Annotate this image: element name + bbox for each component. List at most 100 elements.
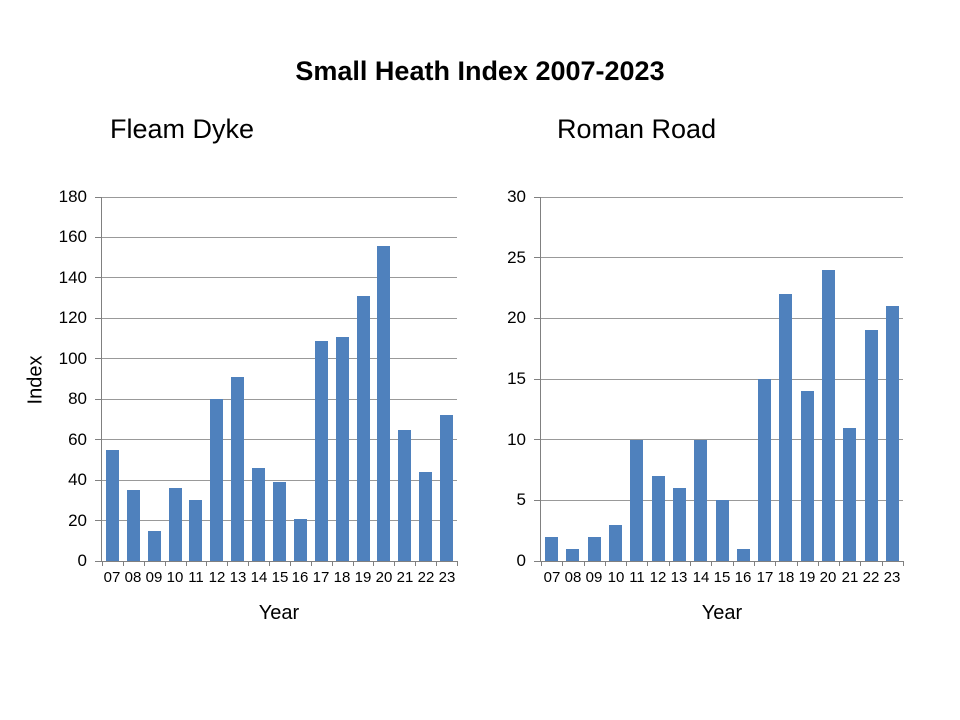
bar-17 xyxy=(758,379,771,561)
bar-10 xyxy=(169,488,182,561)
y-tick-mark xyxy=(534,560,540,562)
x-tick-label: 14 xyxy=(692,569,710,586)
x-tick-mark xyxy=(561,561,563,566)
x-tick-label: 07 xyxy=(543,569,561,586)
x-tick-mark xyxy=(625,561,627,566)
gridline xyxy=(102,398,457,400)
bar-12 xyxy=(652,476,665,561)
x-tick-label: 22 xyxy=(417,569,435,586)
y-tick-mark xyxy=(95,317,101,319)
y-tick-label: 120 xyxy=(58,308,87,328)
x-tick-label: 23 xyxy=(883,569,901,586)
y-tick-mark xyxy=(95,439,101,441)
bar-22 xyxy=(419,472,432,561)
fleam-dyke-plot-area: 0 20 40 60 80 100 120 140 160 180 07 08 09 10 11 12 13 14… xyxy=(59,187,458,586)
roman-road-plot-area: 0 5 10 15 20 25 30 07 08 09 10 11 12 13 14 15 16 17 18 19 20… xyxy=(507,187,904,586)
x-tick-mark xyxy=(289,561,291,566)
page-title: Small Heath Index 2007-2023 xyxy=(295,56,665,86)
bar-23 xyxy=(440,415,453,561)
x-tick-label: 10 xyxy=(166,569,184,586)
bar-17 xyxy=(315,341,328,561)
x-tick-mark xyxy=(604,561,606,566)
y-tick-label: 160 xyxy=(58,227,87,247)
x-tick-label: 12 xyxy=(208,569,226,586)
gridline xyxy=(541,439,903,441)
x-tick-mark xyxy=(583,561,585,566)
gridline xyxy=(102,358,457,360)
y-tick-label: 30 xyxy=(507,187,526,206)
y-tick-label: 20 xyxy=(507,308,526,328)
y-tick-label: 10 xyxy=(507,429,526,449)
x-tick-mark xyxy=(143,561,145,566)
x-tick-mark xyxy=(859,561,861,566)
bar-20 xyxy=(822,270,835,561)
gridline xyxy=(102,277,457,279)
x-tick-mark xyxy=(881,561,883,566)
x-tick-label: 10 xyxy=(607,569,625,586)
x-tick-label: 14 xyxy=(250,569,268,586)
x-tick-label: 21 xyxy=(841,569,859,586)
left-x-axis-title: Year xyxy=(258,602,300,624)
bar-15 xyxy=(273,482,286,561)
bar-21 xyxy=(843,428,856,561)
x-tick-mark xyxy=(372,561,374,566)
x-tick-mark xyxy=(817,561,819,566)
y-tick-label: 25 xyxy=(507,247,526,267)
y-tick-mark xyxy=(95,560,101,562)
x-tick-mark xyxy=(689,561,691,566)
x-tick-mark xyxy=(331,561,333,566)
x-tick-mark xyxy=(247,561,249,566)
x-tick-label: 18 xyxy=(333,569,351,586)
x-tick-mark xyxy=(435,561,437,566)
x-tick-mark xyxy=(456,561,458,566)
y-tick-label: 0 xyxy=(77,551,87,570)
x-tick-mark xyxy=(352,561,354,566)
roman-road-chart-subtitle: Roman Road xyxy=(557,114,717,144)
bar-10 xyxy=(609,525,622,561)
x-tick-mark xyxy=(838,561,840,566)
y-tick-mark xyxy=(95,277,101,279)
x-tick-mark xyxy=(205,561,207,566)
gridline xyxy=(102,439,457,441)
x-tick-label: 07 xyxy=(103,569,121,586)
x-tick-mark xyxy=(753,561,755,566)
x-tick-mark xyxy=(268,561,270,566)
bar-20 xyxy=(377,246,390,561)
x-tick-label: 09 xyxy=(145,569,163,586)
x-tick-mark xyxy=(732,561,734,566)
bar-16 xyxy=(737,549,750,561)
x-tick-label: 17 xyxy=(312,569,330,586)
x-tick-mark xyxy=(668,561,670,566)
y-tick-mark xyxy=(534,317,540,319)
y-tick-mark xyxy=(95,398,101,400)
x-tick-mark xyxy=(164,561,166,566)
gridline xyxy=(102,196,457,198)
y-tick-mark xyxy=(95,196,101,198)
bar-22 xyxy=(865,330,878,561)
gridline xyxy=(102,317,457,319)
bar-18 xyxy=(336,337,349,561)
gridline xyxy=(541,378,903,380)
y-tick-label: 180 xyxy=(58,187,87,206)
x-tick-mark xyxy=(646,561,648,566)
bar-13 xyxy=(673,488,686,561)
x-tick-label: 18 xyxy=(777,569,795,586)
x-tick-label: 15 xyxy=(271,569,289,586)
y-tick-mark xyxy=(95,520,101,522)
x-tick-label: 19 xyxy=(798,569,816,586)
y-tick-label: 15 xyxy=(507,369,526,388)
bar-19 xyxy=(357,296,370,561)
gridline xyxy=(541,317,903,319)
x-tick-label: 21 xyxy=(396,569,414,586)
x-tick-mark xyxy=(393,561,395,566)
x-tick-label: 11 xyxy=(629,569,645,586)
x-tick-label: 22 xyxy=(862,569,880,586)
y-tick-label: 0 xyxy=(516,551,526,570)
bar-09 xyxy=(148,531,161,561)
bar-13 xyxy=(231,377,244,561)
y-tick-mark xyxy=(534,378,540,380)
bar-11 xyxy=(189,500,202,561)
x-tick-mark xyxy=(414,561,416,566)
bar-16 xyxy=(294,519,307,561)
